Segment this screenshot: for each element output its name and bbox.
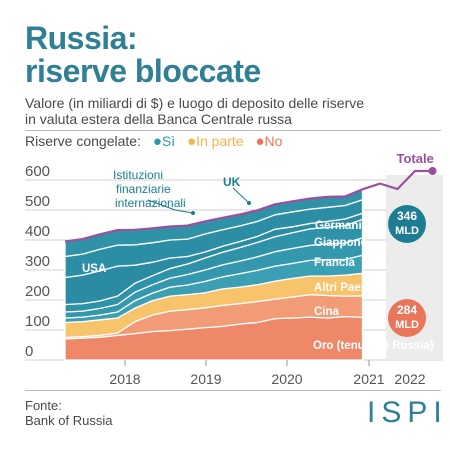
source-label: Fonte: (25, 398, 62, 413)
footer-divider (25, 390, 441, 391)
annotation-germania: Germania (315, 220, 369, 232)
series-areas (64, 188, 364, 361)
subtitle-line2: in valuta estera della Banca Centrale ru… (25, 111, 292, 127)
annotation-oro: Oro (tenuto in Russia) (313, 340, 434, 352)
chart-title-line2: riserve bloccate (25, 53, 261, 89)
subtitle-line1: Valore (in miliardi di $) e luogo di dep… (25, 95, 365, 111)
badge-no-value: 284 (397, 303, 417, 317)
legend-label: Riserve congelate: (25, 133, 141, 149)
ispi-logo: ISPI (367, 396, 448, 429)
total-label: Totale (397, 151, 434, 166)
ifi-callout-dot (191, 211, 195, 215)
legend-item-si: ●Sì (152, 133, 179, 150)
source-name: Bank of Russia (25, 413, 113, 428)
y-tick-label: 100 (25, 313, 50, 330)
annotation-altri-paesi: Altri Paesi (314, 282, 370, 294)
ifi-callout-line (147, 199, 194, 214)
x-tick-label: 2022 (394, 371, 425, 387)
annotation-cina: Cina (314, 306, 340, 318)
legend-dot-in-parte: ● (187, 133, 197, 150)
badge-no-circle (388, 299, 426, 337)
y-tick-label: 600 (25, 163, 50, 180)
y-tick-label: 500 (25, 193, 50, 210)
legend-item-no: ●No (255, 133, 283, 150)
y-axis-labels: 0 100 200 300 400 500 600 (25, 163, 50, 360)
total-line (64, 169, 433, 243)
x-tick-label: 2021 (353, 371, 384, 387)
badge-si-value: 346 (397, 209, 417, 223)
uk-callout-line (232, 187, 250, 204)
annotation-ifi: Istituzioni finanziarie internazionali (113, 168, 186, 210)
legend-dot-si: ● (152, 133, 162, 150)
uk-callout-dot (247, 201, 251, 205)
chart-title-line1: Russia: (25, 20, 138, 56)
badge-si-unit: MLD (395, 225, 419, 237)
annotation-uk: UK (223, 175, 241, 189)
legend: Riserve congelate: ●Sì ●In parte ●No (25, 133, 282, 150)
annotation-ifi-line3: internazionali (115, 196, 186, 210)
annotation-ifi-line1: Istituzioni (113, 168, 163, 182)
annotation-ifi-line2: finanziarie (116, 182, 171, 196)
annotation-giappone: Giappone (314, 237, 367, 249)
badge-si-circle (388, 205, 426, 243)
legend-label-no: No (264, 133, 283, 149)
y-tick-label: 400 (25, 223, 50, 240)
x-tick-label: 2019 (190, 371, 221, 387)
x-tick-label: 2020 (271, 371, 302, 387)
legend-label-in-parte: In parte (196, 133, 244, 149)
y-tick-label: 300 (25, 253, 50, 270)
total-dot (428, 167, 437, 175)
legend-dot-no: ● (255, 133, 265, 150)
legend-label-si: Sì (161, 133, 176, 149)
x-tick-label: 2018 (109, 371, 140, 387)
legend-item-in-parte: ●In parte (187, 133, 247, 150)
annotation-francia: Francia (314, 257, 356, 269)
y-tick-label: 0 (25, 343, 33, 360)
y-tick-label: 200 (25, 283, 50, 300)
badge-no-unit: MLD (395, 319, 419, 331)
header-divider (25, 130, 441, 131)
x-axis-labels: 2018 2019 2020 2021 2022 (109, 360, 426, 387)
annotation-usa: USA (82, 263, 106, 275)
